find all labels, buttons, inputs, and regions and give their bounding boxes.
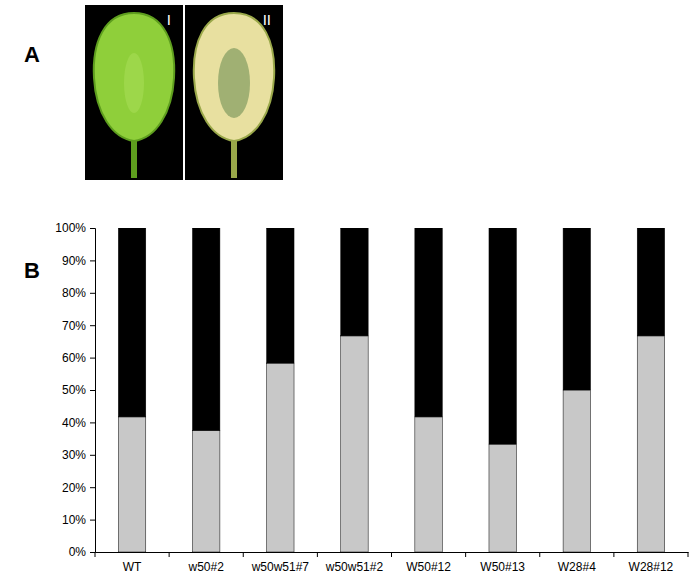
y-tick: 20% (62, 481, 95, 495)
y-tick-mark (90, 293, 95, 294)
bar-segment (341, 336, 368, 552)
x-tick: W50#12 (406, 552, 451, 574)
x-tick: W28#12 (629, 552, 674, 574)
category-separator (391, 552, 392, 557)
y-tick: 90% (62, 254, 95, 268)
x-tick: w50w51#2 (325, 552, 384, 574)
bars (118, 228, 664, 552)
y-tick: 70% (62, 319, 95, 333)
leaf-vein-area (218, 48, 250, 118)
x-tick-label: W50#13 (480, 560, 525, 574)
leaf (94, 13, 174, 178)
leaf-stem (231, 138, 237, 178)
x-tick-label: W28#12 (629, 560, 674, 574)
bar-segment (489, 444, 516, 552)
leaf-photo: I (85, 5, 183, 180)
y-tick-label: 10% (62, 513, 86, 527)
y-tick-mark (90, 260, 95, 261)
x-tick: WT (123, 552, 142, 574)
y-tick: 30% (62, 448, 95, 462)
leaf (194, 13, 274, 178)
y-tick: 50% (62, 383, 95, 397)
y-tick-label: 0% (69, 545, 87, 559)
x-tick: W28#4 (558, 552, 596, 574)
photo-background (85, 5, 183, 180)
y-tick-mark (90, 455, 95, 456)
bar-segment (118, 417, 145, 552)
y-axis: 0% 10% 20% 30% 40% 50% 60% 70% 80% 90% 100% (55, 221, 95, 559)
photo-background (185, 5, 283, 180)
category-separator (317, 552, 318, 557)
category-separator (539, 552, 540, 557)
bar-segment (118, 228, 145, 417)
leaf-label: I (167, 11, 171, 28)
category-separator (95, 552, 96, 557)
y-tick-label: 40% (62, 416, 86, 430)
bar-segment (192, 431, 219, 553)
bar-segment (415, 228, 442, 417)
y-tick: 10% (62, 513, 95, 527)
bar-segment (415, 417, 442, 552)
y-tick-label: 80% (62, 286, 86, 300)
bar-segment (563, 390, 590, 552)
x-tick-label: w50#2 (188, 560, 225, 574)
x-tick-label: W28#4 (558, 560, 596, 574)
y-tick-label: 90% (62, 254, 86, 268)
x-tick-label: w50w51#7 (251, 560, 310, 574)
category-separator (243, 552, 244, 557)
leaf-blade (94, 13, 174, 141)
panel-label: B (24, 258, 40, 283)
x-tick-label: WT (123, 560, 142, 574)
x-tick: w50#2 (188, 552, 225, 574)
y-tick-label: 100% (55, 221, 86, 235)
bar-segment (563, 228, 590, 390)
leaf-blade (194, 13, 274, 141)
y-tick-mark (90, 520, 95, 521)
bar-segment (637, 228, 664, 336)
y-tick-label: 50% (62, 383, 86, 397)
category-separators (95, 552, 688, 557)
y-tick: 0% (69, 545, 95, 559)
x-tick: w50w51#7 (251, 552, 310, 574)
x-tick-label: W50#12 (406, 560, 451, 574)
y-tick-mark (90, 358, 95, 359)
x-tick: W50#13 (480, 552, 525, 574)
category-separator (688, 552, 689, 557)
y-tick: 40% (62, 416, 95, 430)
leaf-stem (131, 138, 137, 178)
figure: IIIAB0%10%20%30%40%50%60%70%80%90%100%WT… (0, 0, 695, 586)
leaf-label: II (263, 11, 271, 28)
leaf-photo: II (185, 5, 283, 180)
category-separator (613, 552, 614, 557)
y-tick-label: 20% (62, 481, 86, 495)
y-tick: 80% (62, 286, 95, 300)
y-tick-mark (90, 228, 95, 229)
y-tick-mark (90, 325, 95, 326)
bar-segment (489, 228, 516, 444)
bar-segment (192, 228, 219, 431)
y-tick-mark (90, 390, 95, 391)
bar-segment (637, 336, 664, 552)
x-axis: WT w50#2 w50w51#7 w50w51#2 W50#12 W50#13 W28#4… (96, 552, 689, 574)
bar-segment (267, 228, 294, 363)
y-axis-line (90, 229, 96, 553)
y-tick-mark (90, 552, 95, 553)
y-tick: 60% (62, 351, 95, 365)
y-tick-label: 60% (62, 351, 86, 365)
y-tick-mark (90, 487, 95, 488)
y-tick-mark (90, 422, 95, 423)
y-tick-label: 70% (62, 319, 86, 333)
bar-segment (267, 363, 294, 552)
leaf-vein-area (124, 53, 144, 113)
y-tick: 100% (55, 221, 95, 235)
y-tick-label: 30% (62, 448, 86, 462)
x-tick-label: w50w51#2 (325, 560, 384, 574)
bar-segment (341, 228, 368, 336)
category-separator (169, 552, 170, 557)
category-separator (465, 552, 466, 557)
panel-label: A (24, 42, 40, 67)
